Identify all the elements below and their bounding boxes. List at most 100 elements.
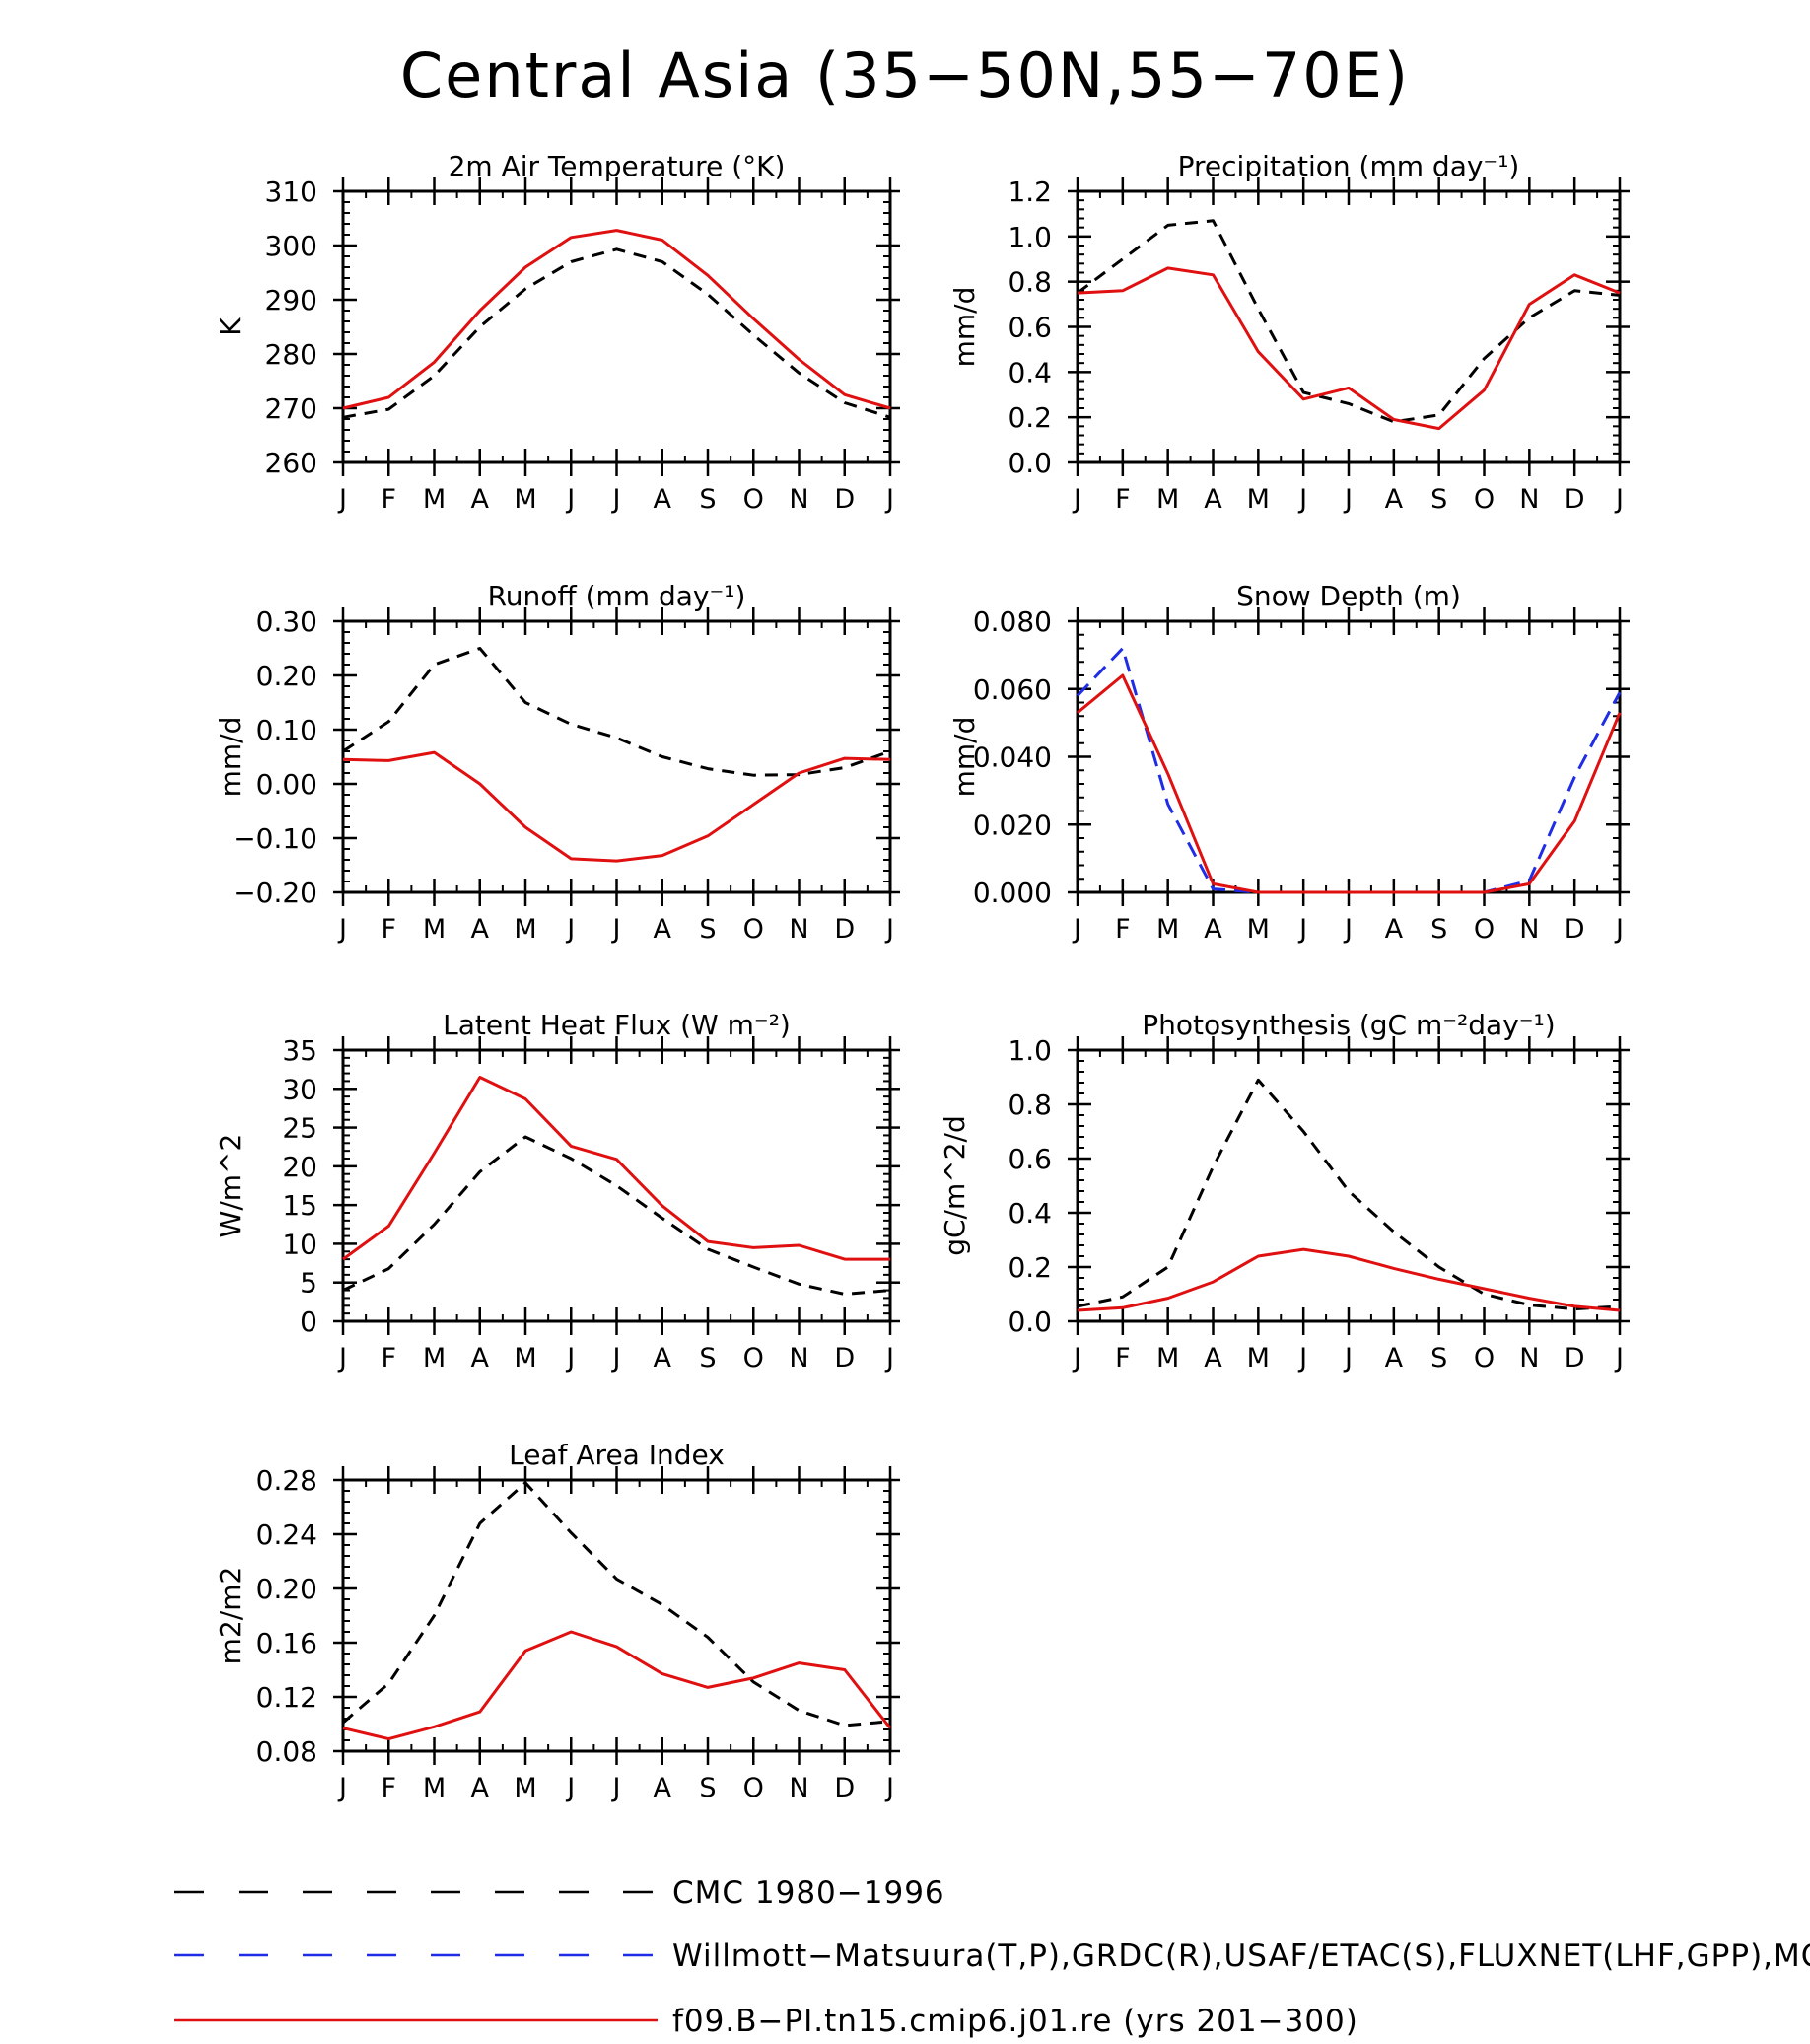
x-tick-label: A [654, 1343, 672, 1374]
x-tick-label: M [1247, 1343, 1270, 1374]
y-tick-label: 0.6 [1008, 1143, 1052, 1175]
x-tick-label: M [514, 914, 536, 945]
y-tick-label: 1.0 [1008, 221, 1052, 253]
y-tick-label: 0.2 [1008, 401, 1052, 434]
x-tick-label: J [1343, 484, 1353, 515]
x-tick-label: J [884, 1343, 894, 1374]
y-tick-label: 0.28 [256, 1464, 317, 1497]
x-tick-label: S [1430, 484, 1447, 515]
x-tick-label: A [471, 914, 490, 945]
x-tick-label: J [337, 1773, 347, 1803]
y-tick-label: 0.12 [256, 1681, 317, 1714]
plot-frame [341, 1048, 892, 1323]
plot-frame [1076, 189, 1622, 464]
x-tick-label: J [565, 914, 575, 945]
x-tick-label: S [699, 1343, 716, 1374]
y-tick-label: 15 [282, 1189, 317, 1222]
x-tick-label: J [565, 484, 575, 515]
x-tick-label: A [1204, 1343, 1222, 1374]
x-tick-label: S [1430, 914, 1447, 945]
y-tick-label: 0.30 [256, 605, 317, 638]
x-tick-label: S [699, 484, 716, 515]
y-tick-label: 0.16 [256, 1627, 317, 1659]
series-line-model [342, 229, 891, 410]
x-tick-label: J [1072, 1343, 1081, 1374]
x-tick-label: J [1614, 484, 1624, 515]
plot-frame [341, 189, 892, 464]
y-tick-label: −0.20 [233, 877, 317, 909]
x-tick-label: S [699, 914, 716, 945]
chart-panel: J F M A M J J A S O N D J−0.20−0.100.000.100.200.30R… [214, 580, 900, 945]
series-line-obs [1077, 1078, 1621, 1311]
y-tick-label: 260 [265, 447, 317, 479]
chart-panel: J F M A M J J A S O N D J0.080.120.160.200.240.28Lea… [214, 1439, 900, 1803]
y-tick-label: 0.060 [973, 673, 1052, 706]
x-tick-label: M [514, 1343, 536, 1374]
y-tick-label: −0.10 [233, 822, 317, 855]
series-line-model [342, 1076, 890, 1261]
y-tick-label: 0.2 [1008, 1251, 1052, 1284]
y-tick-label: 0.0 [1008, 1305, 1052, 1338]
x-tick-label: J [565, 1773, 575, 1803]
x-tick-label: A [1385, 914, 1404, 945]
x-tick-label: M [1156, 484, 1179, 515]
y-tick-label: 270 [265, 392, 317, 425]
x-tick-label: D [1565, 914, 1585, 945]
y-axis-label: m2/m2 [214, 1567, 246, 1665]
y-axis-label: K [214, 317, 246, 336]
series-line-model [342, 750, 891, 863]
y-tick-label: 20 [282, 1151, 317, 1183]
x-tick-label: D [834, 914, 855, 945]
plot-frame [341, 619, 892, 894]
panel-title: Snow Depth (m) [1236, 580, 1461, 612]
x-tick-label: J [884, 914, 894, 945]
x-tick-label: N [789, 1343, 808, 1374]
y-tick-label: 0.8 [1008, 1089, 1052, 1121]
y-tick-label: 290 [265, 284, 317, 317]
x-tick-label: J [1072, 484, 1081, 515]
y-tick-label: 35 [282, 1034, 317, 1067]
x-tick-label: N [789, 914, 808, 945]
x-tick-label: J [1297, 914, 1307, 945]
panel-title: Leaf Area Index [509, 1439, 725, 1471]
x-tick-label: N [789, 484, 808, 515]
y-tick-label: 0.040 [973, 741, 1052, 774]
x-tick-label: J [337, 484, 347, 515]
x-tick-label: M [423, 1343, 446, 1374]
x-tick-label: A [654, 484, 672, 515]
y-tick-label: 280 [265, 338, 317, 371]
x-tick-label: O [1474, 484, 1495, 515]
series-line-obs [342, 647, 891, 777]
x-tick-label: A [471, 1343, 490, 1374]
x-tick-label: J [1297, 1343, 1307, 1374]
panel-title: Latent Heat Flux (W m⁻²) [443, 1009, 791, 1041]
panel-title: Precipitation (mm day⁻¹) [1178, 150, 1520, 182]
x-tick-label: F [381, 914, 396, 945]
y-tick-label: 0.6 [1008, 312, 1052, 344]
legend-label: CMC 1980−1996 [672, 1875, 945, 1911]
x-tick-label: A [471, 1773, 490, 1803]
x-tick-label: J [1614, 1343, 1624, 1374]
y-tick-label: 1.2 [1008, 176, 1052, 208]
series-line-model [1077, 673, 1622, 894]
figure-title: Central Asia (35−50N,55−70E) [400, 39, 1410, 111]
y-axis-label: mm/d [948, 287, 981, 368]
x-tick-label: M [1247, 914, 1270, 945]
x-tick-label: J [1614, 914, 1624, 945]
x-tick-label: J [611, 484, 621, 515]
panel-title: Photosynthesis (gC m⁻²day⁻¹) [1142, 1009, 1555, 1041]
series-line-model [1077, 266, 1621, 431]
plot-frame [341, 1478, 892, 1753]
x-tick-label: A [471, 484, 490, 515]
y-tick-label: 0.20 [256, 660, 317, 692]
x-tick-label: D [1565, 484, 1585, 515]
y-tick-label: 0.4 [1008, 1197, 1052, 1230]
x-tick-label: A [1385, 484, 1404, 515]
x-tick-label: O [743, 484, 764, 515]
x-tick-label: A [654, 1773, 672, 1803]
panel-title: Runoff (mm day⁻¹) [488, 580, 746, 612]
x-tick-label: A [1385, 1343, 1404, 1374]
x-tick-label: N [789, 1773, 808, 1803]
